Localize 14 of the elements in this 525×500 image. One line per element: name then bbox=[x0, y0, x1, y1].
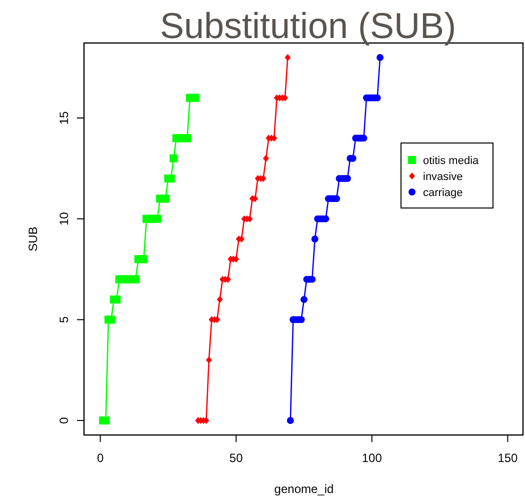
y-axis-title: SUB bbox=[26, 226, 40, 252]
x-tick-label: 50 bbox=[229, 451, 244, 465]
y-tick-label: 15 bbox=[57, 111, 71, 125]
legend-label: invasive bbox=[423, 171, 463, 183]
legend-label: otitis media bbox=[423, 155, 480, 167]
x-tick-label: 100 bbox=[362, 451, 382, 465]
legend-label: carriage bbox=[423, 187, 463, 199]
x-tick-label: 150 bbox=[498, 451, 518, 465]
y-tick-label: 5 bbox=[57, 316, 71, 323]
x-axis-title: genome_id bbox=[274, 482, 334, 496]
y-tick-label: 0 bbox=[57, 416, 71, 424]
x-tick-label: 0 bbox=[96, 451, 104, 465]
chart-title: Substitution (SUB) bbox=[160, 5, 456, 46]
y-tick-label: 10 bbox=[57, 212, 71, 226]
